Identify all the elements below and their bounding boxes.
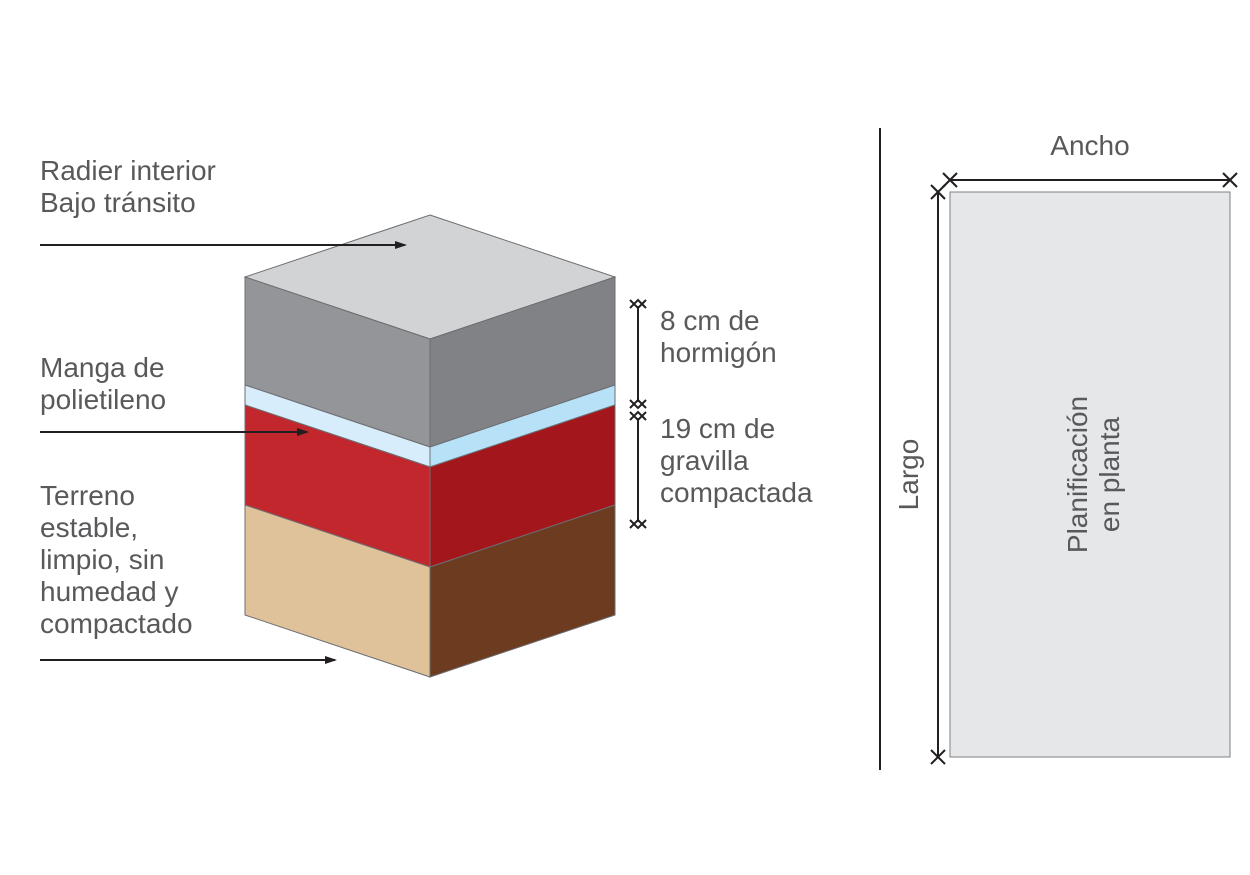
svg-text:8 cm de: 8 cm de [660,305,760,336]
svg-text:19 cm de: 19 cm de [660,413,775,444]
svg-text:Manga de: Manga de [40,352,165,383]
dim-label-gravilla: 19 cm degravillacompactada [660,413,813,508]
dim-bracket [630,300,646,408]
svg-text:polietileno: polietileno [40,384,166,415]
svg-text:compactada: compactada [660,477,813,508]
svg-text:Radier interior: Radier interior [40,155,216,186]
dim-bracket [630,412,646,528]
svg-text:limpio, sin: limpio, sin [40,544,164,575]
plan-title-line1: Planificación [1062,396,1093,553]
svg-text:estable,: estable, [40,512,138,543]
label-largo: Largo [893,439,924,511]
svg-text:gravilla: gravilla [660,445,749,476]
svg-text:hormigón: hormigón [660,337,777,368]
label-radier: Radier interiorBajo tránsito [40,155,405,245]
svg-text:Bajo tránsito: Bajo tránsito [40,187,196,218]
plan-title-line2: en planta [1094,416,1125,532]
svg-text:humedad y: humedad y [40,576,179,607]
svg-text:Terreno: Terreno [40,480,135,511]
svg-text:compactado: compactado [40,608,193,639]
dim-label-hormigon: 8 cm dehormigón [660,305,777,368]
label-ancho: Ancho [1050,130,1129,161]
